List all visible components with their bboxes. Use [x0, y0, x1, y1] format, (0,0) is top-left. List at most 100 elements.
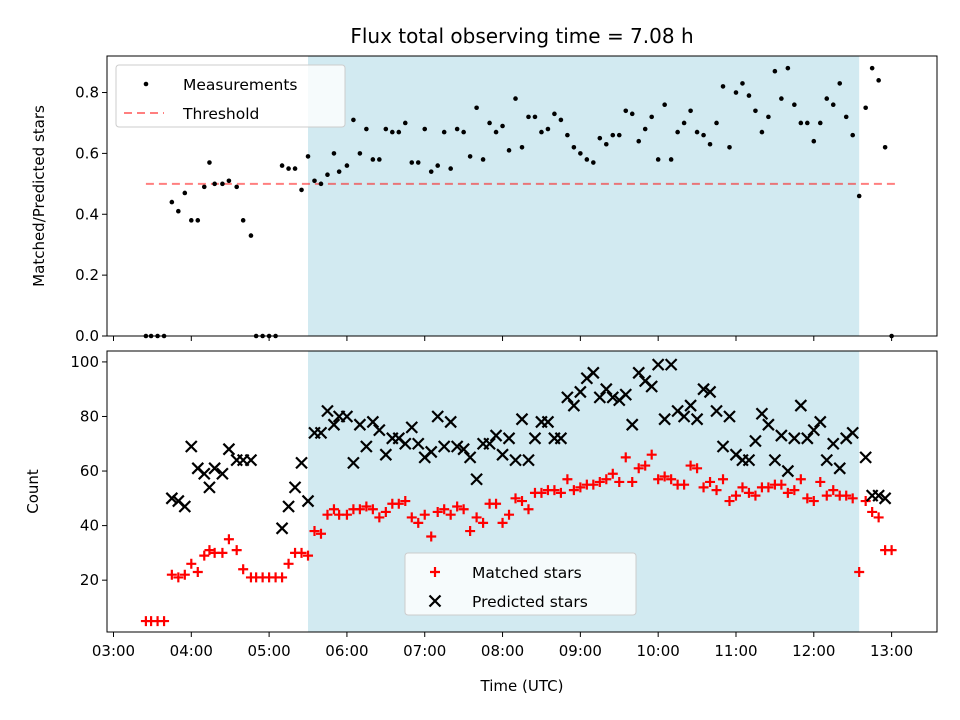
plot-frame: [106, 350, 938, 633]
x-tick-label: 04:00: [170, 642, 213, 660]
measurement-point: [740, 81, 745, 86]
predicted-point: [437, 440, 451, 453]
measurement-point: [746, 93, 752, 98]
measurement-point: [325, 172, 330, 177]
matched-point: [815, 476, 826, 487]
x-tick-label: 13:00: [870, 642, 913, 660]
measurement-point: [331, 151, 337, 156]
measurement-point: [240, 218, 246, 223]
matched-point: [478, 517, 489, 528]
matched-point: [439, 504, 450, 515]
series-predicted-stars: [165, 358, 892, 535]
matched-point: [737, 482, 748, 493]
matched-point: [562, 474, 573, 485]
predicted-point: [833, 462, 847, 475]
measurement-point: [226, 178, 232, 184]
predicted-point: [489, 429, 503, 442]
measurement-point: [882, 145, 888, 150]
measurement-point: [182, 190, 188, 196]
y-tick-label: 0.0: [75, 327, 99, 345]
predicted-point: [755, 407, 769, 421]
measurement-point: [207, 160, 212, 165]
measurement-point: [292, 166, 298, 171]
matched-point: [698, 482, 709, 493]
matched-point: [633, 463, 644, 474]
predicted-point: [593, 391, 607, 404]
measurement-point: [305, 154, 311, 159]
predicted-point: [716, 440, 730, 453]
measurement-point: [234, 184, 239, 190]
predicted-point: [470, 472, 483, 486]
predicted-point: [561, 391, 574, 404]
predicted-point: [762, 418, 775, 431]
measurement-point: [461, 129, 466, 135]
matched-point: [821, 490, 832, 501]
measurement-point: [688, 108, 693, 114]
matched-point: [166, 569, 177, 580]
measurement-point: [629, 111, 635, 117]
measurement-point: [571, 145, 577, 150]
matched-point: [860, 496, 871, 507]
measurement-point: [336, 169, 342, 174]
predicted-point: [619, 388, 633, 401]
predicted-point: [353, 418, 367, 431]
predicted-point: [625, 418, 639, 431]
matched-point: [795, 474, 806, 485]
chart-title: Flux total observing time = 7.08 h: [350, 24, 693, 48]
predicted-point: [690, 412, 704, 426]
x-tick-label: 07:00: [403, 642, 446, 660]
matched-point: [374, 512, 385, 523]
measurement-point: [390, 129, 395, 135]
predicted-point: [541, 415, 555, 429]
matched-point: [296, 547, 307, 558]
matched-point: [517, 496, 527, 507]
measurement-point: [850, 132, 856, 138]
predicted-point: [781, 464, 795, 478]
x-tick-label: 03:00: [92, 642, 135, 660]
measurement-point: [798, 120, 804, 126]
predicted-point: [483, 437, 496, 451]
matched-point: [277, 572, 288, 583]
measurement-point: [493, 129, 499, 135]
matched-point: [841, 490, 852, 501]
top-panel-ratio: 0.0 0.2 0.4 0.6 0.8 Matched/Predicted stars Me…: [30, 55, 938, 345]
measurement-point: [545, 126, 551, 132]
matched-point: [730, 490, 741, 501]
measurement-point: [565, 132, 570, 138]
matched-point: [653, 474, 664, 485]
matched-point: [452, 501, 463, 512]
matched-point: [685, 460, 696, 471]
predicted-point: [567, 399, 581, 412]
y-axis-label: Count: [24, 469, 42, 514]
matched-point: [750, 490, 761, 501]
predicted-point: [301, 494, 315, 508]
series-matched-stars: [140, 449, 897, 627]
bottom-panel-counts: 20 40 60 80 100 03:00 04:00 05:00 06:00 07:00 08:0…: [24, 350, 938, 660]
x-tick-label: 09:00: [559, 642, 602, 660]
matched-point: [659, 471, 670, 482]
y-tick-label: 0.6: [75, 144, 99, 162]
y-tick-label: 40: [80, 517, 99, 535]
predicted-point: [185, 440, 198, 453]
predicted-point: [444, 415, 457, 429]
measurement-point: [220, 181, 225, 187]
measurement-point: [727, 145, 732, 150]
measurement-point: [610, 132, 616, 138]
matched-point: [322, 509, 333, 520]
observing-window-shade: [308, 56, 860, 336]
predicted-point: [587, 366, 600, 380]
measurement-point: [487, 120, 492, 126]
matched-point: [549, 485, 560, 496]
measurement-point: [532, 114, 538, 120]
measurement-point: [312, 178, 317, 184]
legend-swatch: [428, 594, 442, 608]
matched-point: [238, 564, 249, 575]
predicted-point: [826, 437, 840, 451]
predicted-point: [463, 451, 477, 464]
matched-point: [711, 485, 722, 496]
measurement-point: [869, 65, 875, 71]
measurement-point: [169, 199, 175, 205]
matched-point: [594, 476, 605, 487]
measurement-point: [785, 65, 791, 71]
